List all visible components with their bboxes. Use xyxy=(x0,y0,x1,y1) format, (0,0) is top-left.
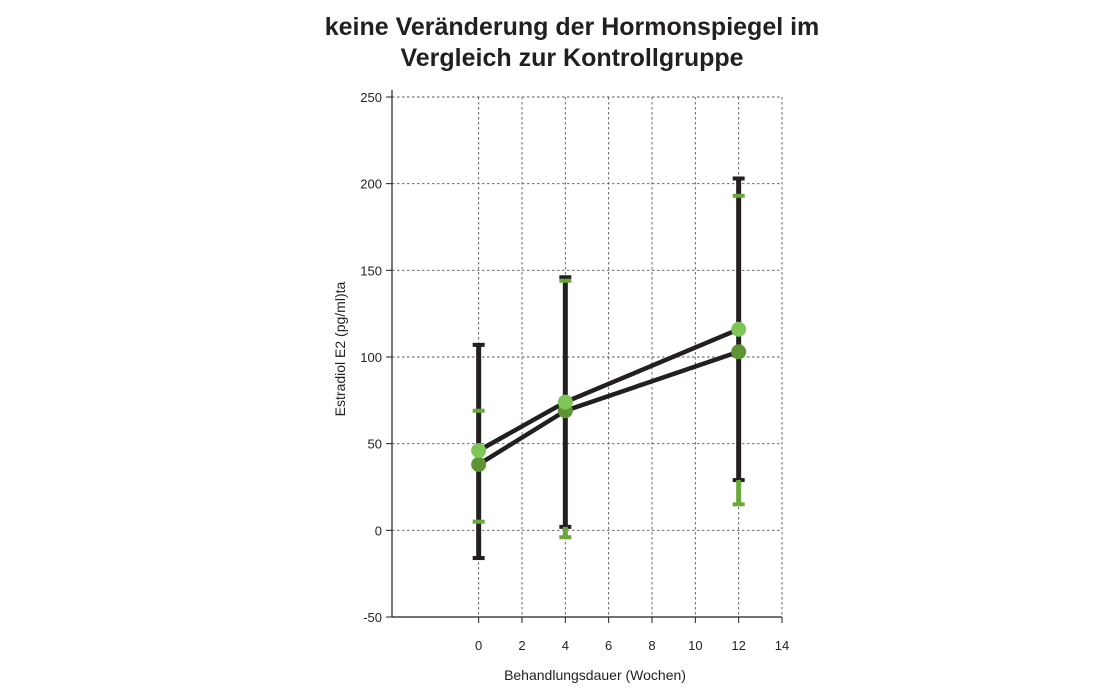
y-tick-label: 200 xyxy=(360,177,382,192)
chart-title: keine Veränderung der Hormonspiegel im V… xyxy=(0,12,1100,74)
y-tick-label: 150 xyxy=(360,263,382,278)
axes xyxy=(386,90,783,623)
y-tick-label: 100 xyxy=(360,350,382,365)
chart-title-line-1: keine Veränderung der Hormonspiegel im xyxy=(324,13,820,41)
data-point-series-1 xyxy=(471,443,487,459)
x-tick-label: 14 xyxy=(775,638,789,653)
y-tick-label: 0 xyxy=(375,523,382,538)
data-point-series-1 xyxy=(557,394,573,410)
data-point-series-2 xyxy=(731,344,747,360)
tick-labels: -50 0 50 100 150 200 250 0 2 4 6 8 10 12 14 xyxy=(360,90,789,653)
x-axis-label: Behandlungsdauer (Wochen) xyxy=(504,667,686,683)
y-tick-label: 250 xyxy=(360,90,382,105)
y-axis-label: Estradiol E2 (pg/ml)ta xyxy=(332,281,348,416)
chart-title-line-2: Vergleich zur Kontrollgruppe xyxy=(400,44,744,72)
x-tick-label: 12 xyxy=(731,638,745,653)
data-points xyxy=(471,321,747,472)
y-tick-label: 50 xyxy=(368,437,382,452)
data-point-series-2 xyxy=(471,456,487,472)
x-tick-label: 2 xyxy=(518,638,525,653)
y-tick-label: -50 xyxy=(363,610,382,625)
data-point-series-1 xyxy=(731,321,747,337)
x-tick-label: 0 xyxy=(475,638,482,653)
x-tick-label: 6 xyxy=(605,638,612,653)
x-tick-label: 10 xyxy=(688,638,702,653)
x-tick-label: 8 xyxy=(648,638,655,653)
x-tick-label: 4 xyxy=(562,638,569,653)
